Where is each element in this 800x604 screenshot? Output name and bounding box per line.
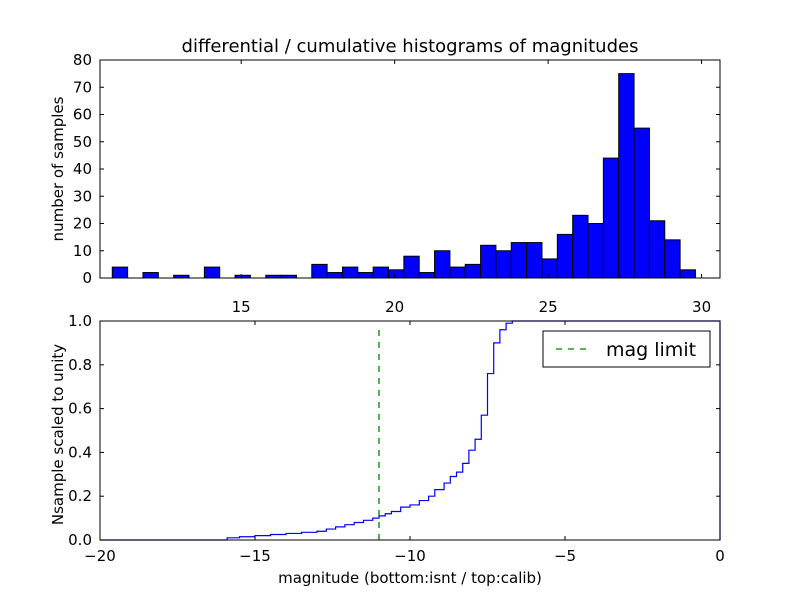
histogram-bar [510, 242, 528, 279]
histogram-bar [372, 266, 390, 279]
x-tick-label: 30 [692, 298, 711, 316]
histogram-bar [326, 272, 343, 279]
histogram-bar [587, 223, 604, 279]
histogram-bar [142, 272, 159, 279]
histogram-bar [633, 127, 650, 279]
y-tick-label: 0.2 [68, 487, 92, 505]
histogram-bar [664, 239, 681, 279]
y-tick-label: 80 [73, 51, 92, 69]
y-tick-label: 0.4 [68, 443, 92, 461]
histogram-bar [495, 250, 512, 279]
histogram-plot: 0 10 20 30 40 50 60 70 80 15 20 25 30 differential / … [49, 36, 721, 316]
histogram-bar [434, 250, 451, 279]
histogram-bar [679, 269, 696, 279]
y-tick-label: 0.0 [68, 531, 92, 549]
histogram-bar [341, 266, 359, 279]
chart-title: differential / cumulative histograms of … [182, 36, 639, 57]
histogram-bar [602, 157, 620, 279]
y-tick-label: 0.6 [68, 400, 92, 418]
x-tick-label: −5 [554, 547, 576, 565]
x-tick-label: 25 [539, 298, 558, 316]
y-tick-label: 70 [73, 78, 92, 96]
y-tick-label: 30 [73, 187, 92, 205]
histogram-bar [203, 266, 221, 279]
x-axis-label: magnitude (bottom:isnt / top:calib) [278, 569, 542, 587]
histogram-bar [572, 214, 589, 279]
histogram-bar [618, 73, 635, 279]
cumulative-step-line [100, 320, 721, 541]
y-tick-label: 20 [73, 215, 92, 233]
y-tick-label: 0 [82, 269, 92, 287]
histogram-bar [449, 266, 466, 279]
y-axis-label: number of samples [49, 96, 67, 241]
y-axis-label: Nsample scaled to unity [49, 344, 67, 525]
y-tick-label: 0.8 [68, 356, 92, 374]
histogram-bar [311, 263, 328, 279]
histogram-bar [648, 220, 666, 279]
x-tick-label: −10 [394, 547, 426, 565]
x-tick-label: 20 [385, 298, 404, 316]
histogram-bar [111, 266, 129, 279]
histogram-bar [541, 258, 558, 279]
histogram-bar [403, 255, 420, 279]
histogram-bar [357, 272, 374, 279]
x-tick-label: −20 [84, 547, 116, 565]
histogram-bar [464, 263, 482, 279]
y-tick-label: 1.0 [68, 312, 92, 330]
histogram-bar [480, 244, 497, 279]
y-tick-label: 60 [73, 106, 92, 124]
legend-label: mag limit [606, 339, 696, 361]
cumulative-plot: 0.0 0.2 0.4 0.6 0.8 1.0 −20 −15 −10 −5 0 magnitude … [49, 312, 725, 587]
histogram-bar [418, 272, 436, 279]
x-tick-label: 0 [715, 547, 725, 565]
y-tick-label: 40 [73, 160, 92, 178]
y-tick-label: 50 [73, 133, 92, 151]
y-tick-label: 10 [73, 242, 92, 260]
histogram-bar [526, 242, 543, 279]
histogram-bar [388, 269, 405, 279]
x-tick-label: 15 [232, 298, 251, 316]
histogram-bar [556, 233, 574, 279]
x-tick-label: −15 [239, 547, 271, 565]
legend: mag limit [542, 330, 711, 368]
